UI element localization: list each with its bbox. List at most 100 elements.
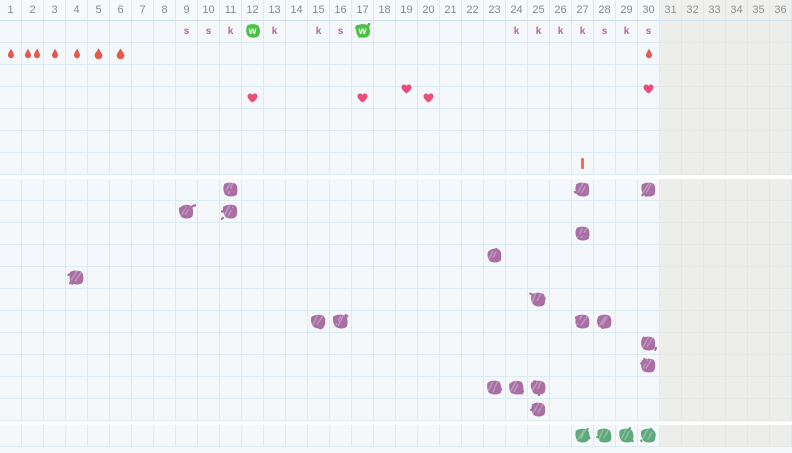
grid-cell[interactable]: [308, 65, 330, 87]
grid-cell[interactable]: [44, 109, 66, 131]
grid-cell[interactable]: [594, 223, 616, 245]
grid-cell[interactable]: [660, 333, 682, 355]
grid-cell[interactable]: [198, 311, 220, 333]
grid-cell[interactable]: [638, 399, 660, 421]
grid-cell[interactable]: [242, 179, 264, 201]
grid-cell[interactable]: [0, 87, 22, 109]
grid-cell[interactable]: [660, 267, 682, 289]
grid-cell[interactable]: [396, 355, 418, 377]
grid-cell[interactable]: [242, 131, 264, 153]
grid-cell[interactable]: [0, 399, 22, 421]
grid-cell[interactable]: [616, 131, 638, 153]
grid-cell[interactable]: [242, 87, 264, 109]
grid-cell[interactable]: [132, 245, 154, 267]
grid-cell[interactable]: [660, 201, 682, 223]
grid-cell[interactable]: [616, 109, 638, 131]
grid-cell[interactable]: [88, 355, 110, 377]
grid-cell[interactable]: [88, 43, 110, 65]
grid-cell[interactable]: [462, 179, 484, 201]
grid-cell[interactable]: [726, 21, 748, 43]
grid-cell[interactable]: [638, 355, 660, 377]
grid-cell[interactable]: [638, 267, 660, 289]
grid-cell[interactable]: [308, 399, 330, 421]
grid-cell[interactable]: [198, 425, 220, 447]
grid-cell[interactable]: [682, 333, 704, 355]
day-header-2[interactable]: 2: [22, 0, 44, 21]
day-header-16[interactable]: 16: [330, 0, 352, 21]
grid-cell[interactable]: [396, 425, 418, 447]
grid-cell[interactable]: [330, 333, 352, 355]
grid-cell[interactable]: [242, 311, 264, 333]
grid-cell[interactable]: [660, 399, 682, 421]
grid-cell[interactable]: [550, 87, 572, 109]
grid-cell[interactable]: [462, 399, 484, 421]
grid-cell[interactable]: [66, 425, 88, 447]
grid-cell[interactable]: [396, 179, 418, 201]
grid-cell[interactable]: [132, 43, 154, 65]
purple-scribble-mark[interactable]: [639, 181, 658, 198]
day-header-10[interactable]: 10: [198, 0, 220, 21]
grid-cell[interactable]: [770, 311, 792, 333]
grid-cell[interactable]: [132, 87, 154, 109]
grid-cell[interactable]: [418, 223, 440, 245]
grid-cell[interactable]: [770, 425, 792, 447]
grid-cell[interactable]: [572, 43, 594, 65]
grid-cell[interactable]: [176, 201, 198, 223]
grid-cell[interactable]: [506, 109, 528, 131]
grid-cell[interactable]: [594, 311, 616, 333]
grid-cell[interactable]: [682, 65, 704, 87]
grid-cell[interactable]: [132, 377, 154, 399]
grid-cell[interactable]: [88, 267, 110, 289]
grid-cell[interactable]: [660, 109, 682, 131]
grid-cell[interactable]: [242, 355, 264, 377]
grid-cell[interactable]: [594, 289, 616, 311]
grid-cell[interactable]: [352, 223, 374, 245]
grid-cell[interactable]: [440, 377, 462, 399]
grid-cell[interactable]: [440, 223, 462, 245]
grid-cell[interactable]: [308, 179, 330, 201]
grid-cell[interactable]: [594, 245, 616, 267]
grid-cell[interactable]: [748, 223, 770, 245]
grid-cell[interactable]: [220, 179, 242, 201]
grid-cell[interactable]: [484, 43, 506, 65]
grid-cell[interactable]: [506, 425, 528, 447]
grid-cell[interactable]: [220, 425, 242, 447]
grid-cell[interactable]: [308, 109, 330, 131]
grid-cell[interactable]: [374, 21, 396, 43]
grid-cell[interactable]: [704, 201, 726, 223]
grid-cell[interactable]: [110, 201, 132, 223]
grid-cell[interactable]: [308, 333, 330, 355]
symptom-letter-k[interactable]: k: [513, 25, 520, 37]
grid-cell[interactable]: [484, 21, 506, 43]
grid-cell[interactable]: [748, 21, 770, 43]
grid-cell[interactable]: [528, 43, 550, 65]
grid-cell[interactable]: [748, 43, 770, 65]
grid-cell[interactable]: [748, 153, 770, 175]
grid-cell[interactable]: [704, 21, 726, 43]
grid-cell[interactable]: [352, 43, 374, 65]
grid-cell[interactable]: [682, 109, 704, 131]
grid-cell[interactable]: [330, 153, 352, 175]
grid-cell[interactable]: [242, 289, 264, 311]
purple-scribble-mark[interactable]: [573, 313, 592, 330]
grid-cell[interactable]: [462, 153, 484, 175]
grid-cell[interactable]: [396, 201, 418, 223]
grid-cell[interactable]: [44, 267, 66, 289]
grid-cell[interactable]: [660, 179, 682, 201]
grid-cell[interactable]: [220, 201, 242, 223]
symptom-letter-k[interactable]: k: [315, 25, 322, 37]
grid-cell[interactable]: [440, 87, 462, 109]
grid-cell[interactable]: [616, 153, 638, 175]
day-header-14[interactable]: 14: [286, 0, 308, 21]
grid-cell[interactable]: [396, 43, 418, 65]
grid-cell[interactable]: [572, 245, 594, 267]
grid-cell[interactable]: [572, 65, 594, 87]
grid-cell[interactable]: [638, 333, 660, 355]
grid-cell[interactable]: [220, 333, 242, 355]
grid-cell[interactable]: [286, 289, 308, 311]
grid-cell[interactable]: [308, 43, 330, 65]
grid-cell[interactable]: s: [638, 21, 660, 43]
grid-cell[interactable]: [44, 179, 66, 201]
grid-cell[interactable]: [660, 43, 682, 65]
grid-cell[interactable]: [418, 153, 440, 175]
